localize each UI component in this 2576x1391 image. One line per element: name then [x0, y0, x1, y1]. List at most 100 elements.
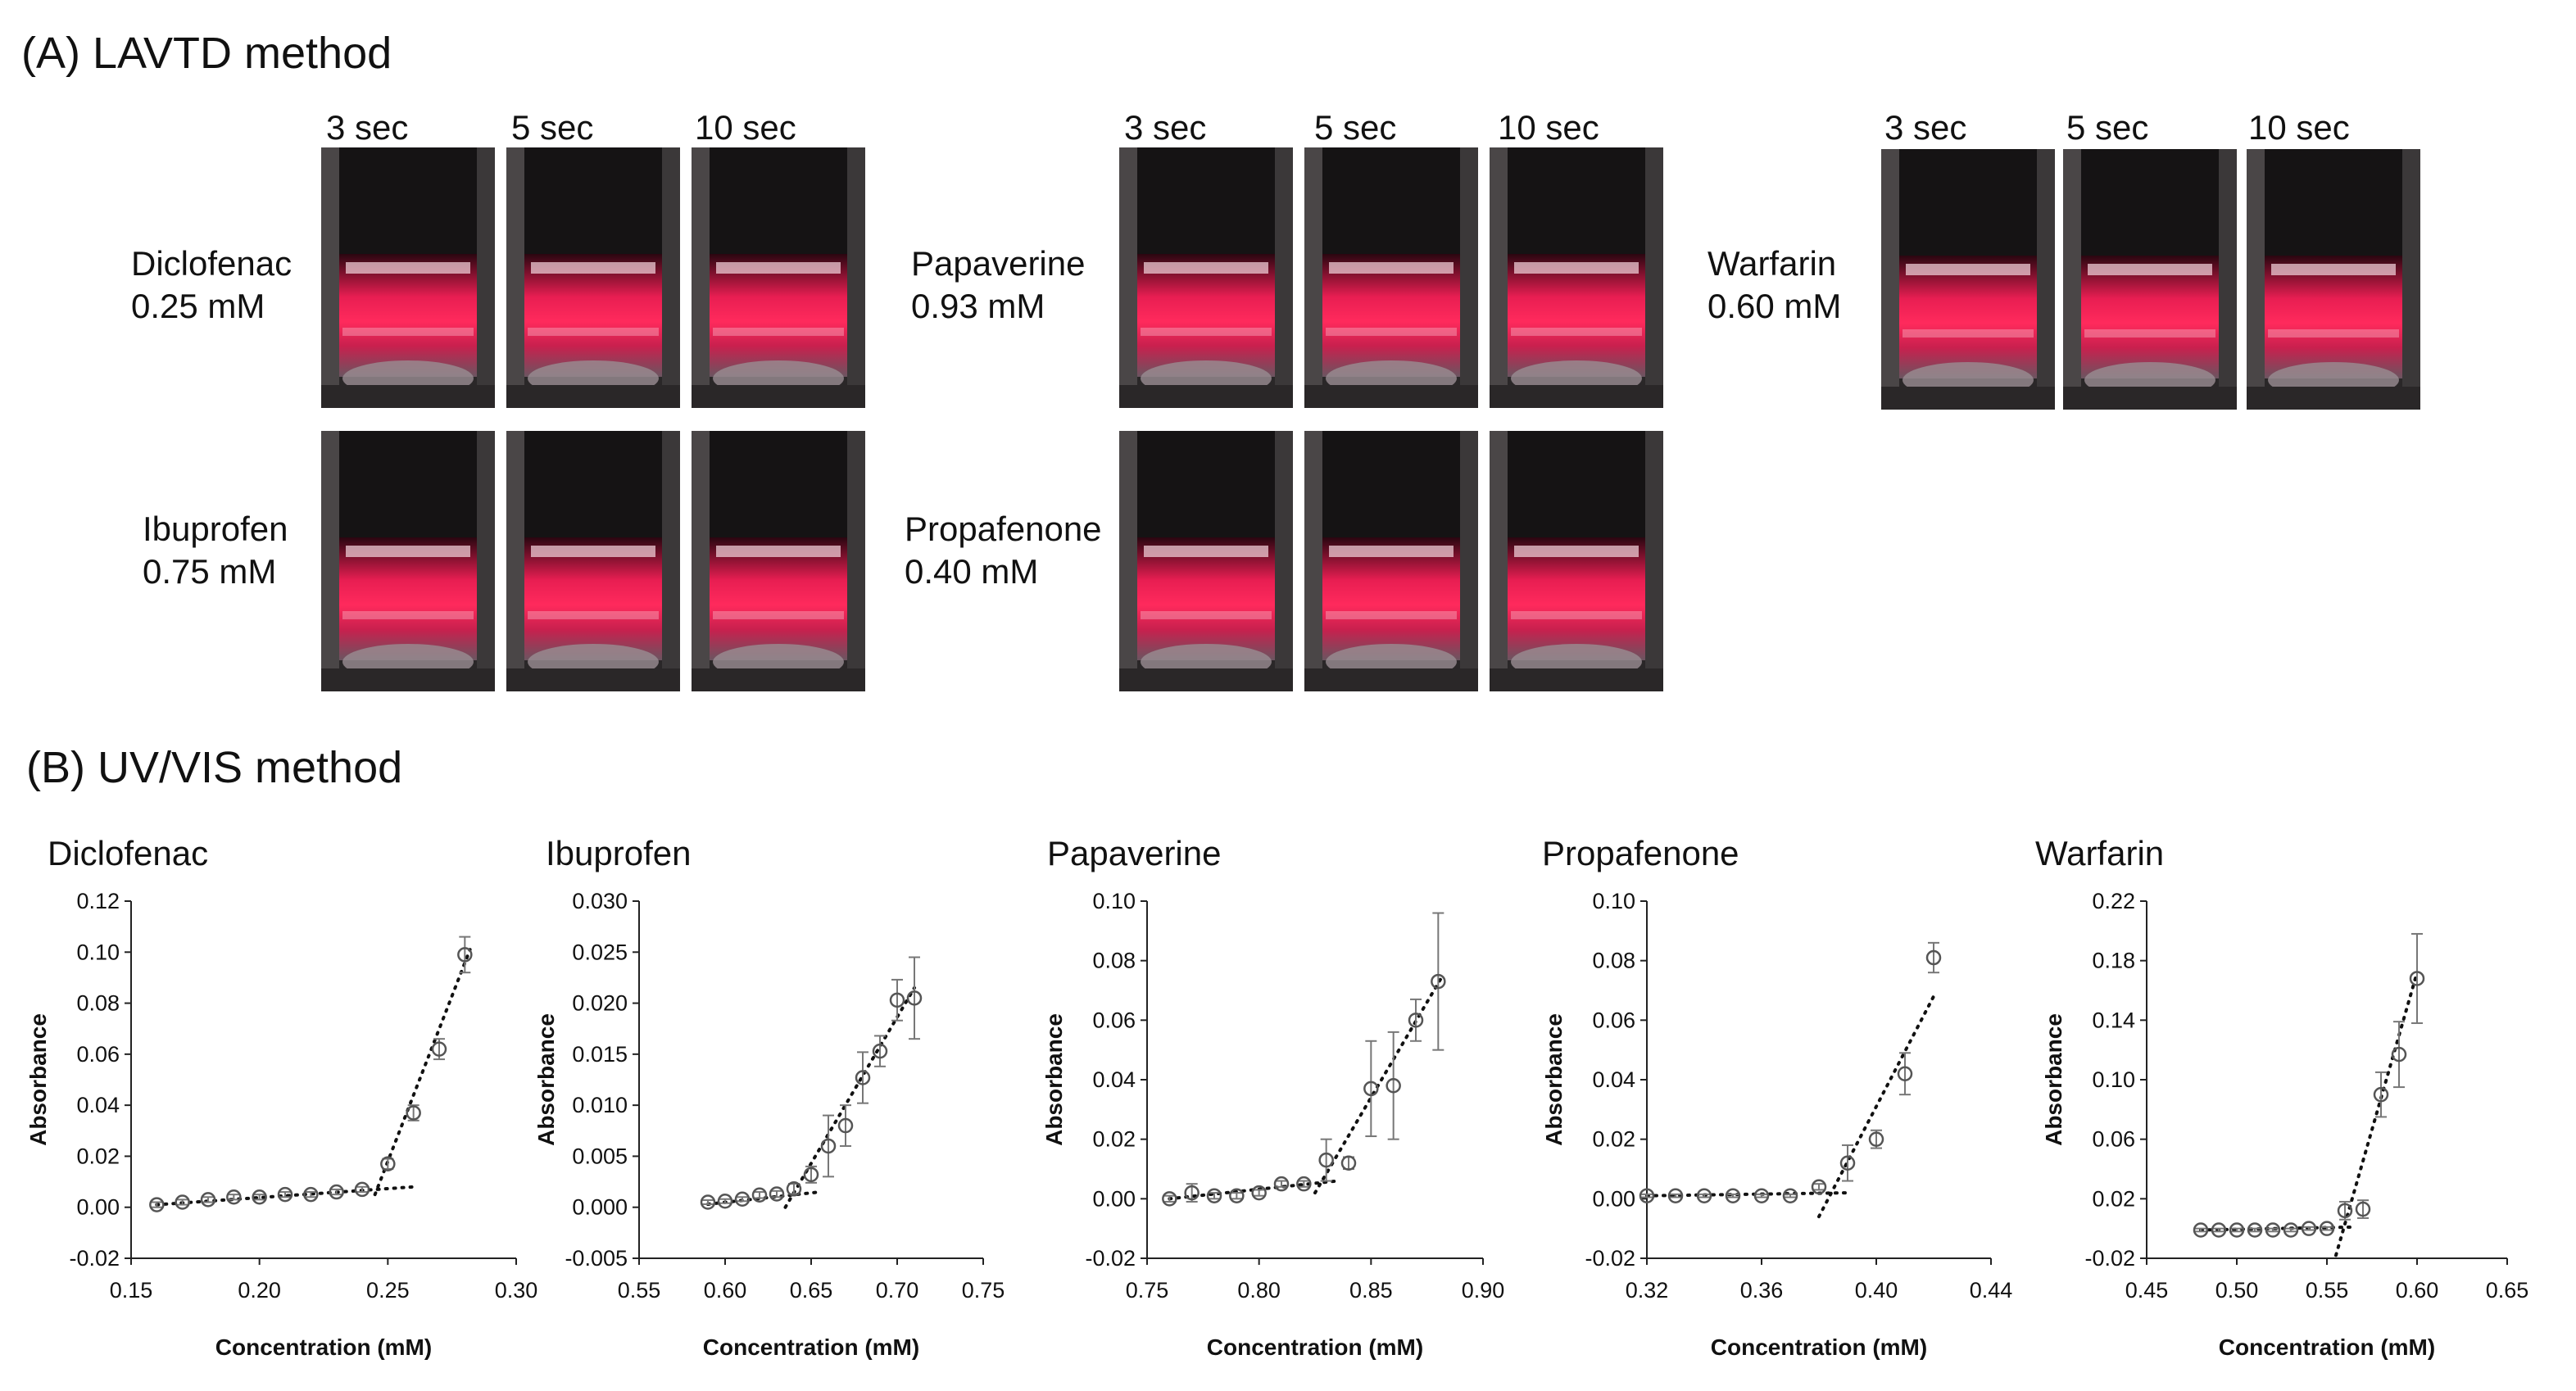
error-bar — [1842, 1144, 1853, 1182]
vial-photo — [1881, 149, 2055, 410]
chart-title: Propafenone — [1542, 834, 1739, 872]
error-bar — [459, 936, 471, 974]
error-bar — [2249, 1227, 2261, 1233]
error-bar — [1276, 1180, 1287, 1188]
propafenone-chart: -0.02 0.00 0.02 0.04 0.06 0.08 0.10 0.32 0.36 0.4… — [1541, 889, 2012, 1360]
data-point — [769, 1186, 785, 1202]
data-point — [380, 1156, 396, 1172]
data-point — [1868, 1131, 1884, 1147]
y-tick-label: 0.06 — [1092, 1008, 1136, 1032]
error-bar — [1231, 1192, 1243, 1200]
y-tick-label: 0.04 — [1092, 1067, 1136, 1092]
x-axis-label: Concentration (mM) — [215, 1334, 432, 1360]
x-tick-label: 0.45 — [2125, 1278, 2169, 1303]
y-tick-label: -0.02 — [1085, 1246, 1136, 1271]
data-point — [2355, 1201, 2371, 1217]
y-tick-label: 0.08 — [76, 991, 120, 1016]
y-tick-label: 0.04 — [1592, 1067, 1635, 1092]
y-tick-label: 0.02 — [2092, 1186, 2135, 1211]
data-point — [431, 1041, 447, 1057]
error-bar — [330, 1188, 342, 1196]
error-bar — [2411, 932, 2423, 1024]
error-bar — [228, 1194, 240, 1201]
error-bar — [1163, 1194, 1176, 1203]
error-bar — [151, 1201, 163, 1208]
error-bar — [356, 1185, 368, 1194]
error-bar — [1641, 1193, 1653, 1198]
error-bar — [1432, 912, 1444, 1051]
y-tick-label: 0.02 — [1092, 1127, 1136, 1152]
error-bar — [1320, 1138, 1332, 1182]
error-bar — [305, 1191, 317, 1198]
drug-name: Diclofenac — [131, 244, 293, 283]
y-axis-label: Absorbance — [533, 1013, 559, 1146]
data-point — [1296, 1176, 1312, 1192]
data-point — [1431, 973, 1446, 990]
data-point — [175, 1194, 190, 1210]
error-bar — [279, 1191, 291, 1198]
data-point — [1162, 1191, 1177, 1207]
error-bar — [1209, 1192, 1220, 1200]
time-label: 5 sec — [2066, 108, 2149, 147]
data-point — [786, 1181, 802, 1197]
chart-title: Diclofenac — [48, 834, 209, 872]
time-label: 3 sec — [1884, 108, 1967, 147]
drug-label: Propafenone 0.40 mM — [905, 508, 1102, 593]
data-point — [889, 992, 905, 1008]
y-tick-label: 0.22 — [2092, 889, 2135, 913]
data-point — [1897, 1066, 1913, 1081]
y-tick-label: 0.030 — [572, 889, 628, 913]
y-axis-label: Absorbance — [2041, 1013, 2066, 1146]
y-tick-label: 0.08 — [1092, 949, 1136, 973]
time-label: 3 sec — [326, 108, 409, 147]
chart-title: Papaverine — [1047, 834, 1222, 872]
x-tick-label: 0.80 — [1237, 1278, 1281, 1303]
panel-b-title: (B) UV/VIS method — [26, 743, 403, 792]
axes: -0.02 0.02 0.06 0.10 0.14 0.18 0.22 0.45 0.50 0.5… — [2084, 889, 2528, 1303]
y-tick-label: 0.020 — [572, 991, 628, 1016]
x-tick-label: 0.75 — [1126, 1278, 1169, 1303]
y-tick-label: 0.005 — [572, 1144, 628, 1168]
y-tick-label: 0.02 — [76, 1144, 120, 1168]
error-bar — [253, 1194, 265, 1201]
data-point — [303, 1186, 319, 1203]
drug-label: Warfarin 0.60 mM — [1708, 242, 1841, 328]
x-tick-label: 0.25 — [366, 1278, 410, 1303]
error-bar — [202, 1196, 214, 1203]
error-bar — [2375, 1071, 2387, 1118]
data-point — [820, 1138, 837, 1154]
data-point — [2283, 1222, 2299, 1238]
y-tick-label: 0.02 — [1592, 1127, 1635, 1152]
data-point — [803, 1167, 819, 1183]
vial-photo — [1304, 147, 1478, 408]
x-tick-label: 0.60 — [704, 1278, 747, 1303]
error-bar — [1253, 1189, 1265, 1197]
drug-name: Propafenone — [905, 510, 1102, 548]
error-bar — [891, 978, 903, 1022]
error-bar — [407, 1104, 420, 1121]
error-bar — [2231, 1227, 2243, 1233]
x-tick-label: 0.55 — [2306, 1278, 2349, 1303]
warfarin-chart: -0.02 0.02 0.06 0.10 0.14 0.18 0.22 0.45 0.50 0.5… — [2041, 889, 2528, 1360]
data-point — [2247, 1222, 2263, 1238]
drug-label: Ibuprofen 0.75 mM — [143, 508, 288, 593]
x-tick-label: 0.20 — [238, 1278, 281, 1303]
error-bar — [176, 1198, 188, 1206]
data-point — [1408, 1013, 1424, 1028]
error-bar — [840, 1104, 851, 1147]
error-bar — [874, 1035, 886, 1067]
vial-photo — [1490, 147, 1663, 408]
error-bar — [1365, 1040, 1377, 1138]
y-tick-label: 0.10 — [1592, 889, 1635, 913]
time-label: 3 sec — [1124, 108, 1207, 147]
y-tick-label: -0.02 — [1585, 1246, 1635, 1271]
y-tick-label: 0.025 — [572, 940, 628, 964]
x-tick-label: 0.60 — [2396, 1278, 2439, 1303]
time-label: 10 sec — [2248, 108, 2350, 147]
drug-concentration: 0.25 mM — [131, 287, 265, 325]
y-tick-label: 0.08 — [1592, 949, 1635, 973]
data-point — [2337, 1203, 2353, 1219]
time-label: 5 sec — [1314, 108, 1397, 147]
data-point — [277, 1186, 293, 1203]
error-bar — [2303, 1226, 2315, 1231]
